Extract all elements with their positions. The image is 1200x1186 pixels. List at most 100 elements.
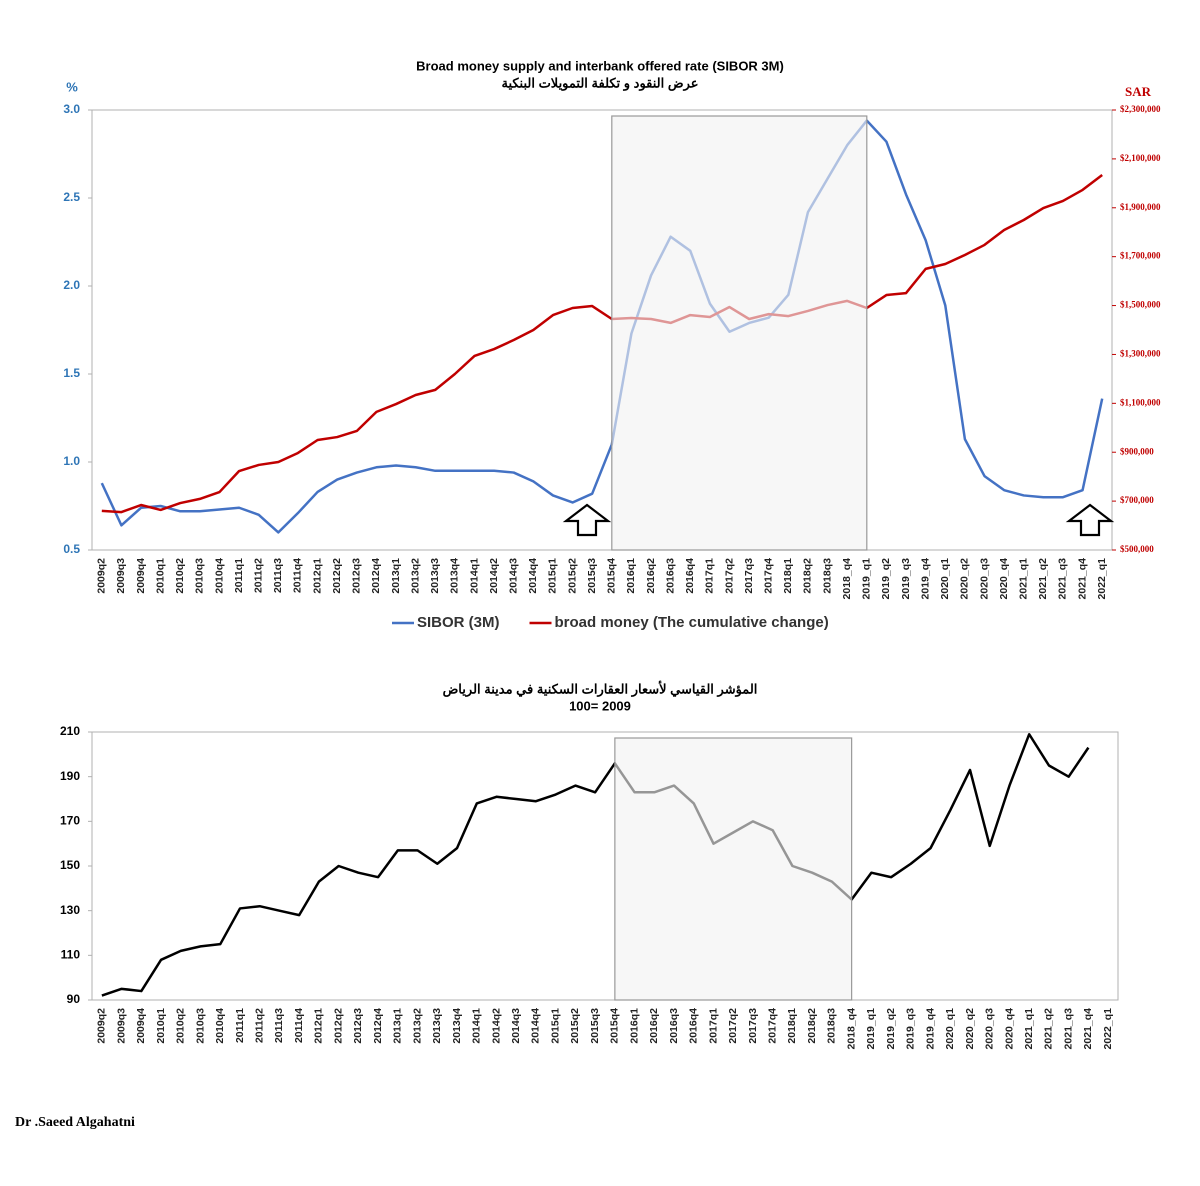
plot-frame — [91, 109, 1113, 551]
y-tick-label: 110 — [61, 948, 81, 962]
x-tick-label: 2010q2 — [174, 558, 186, 594]
x-tick-label: 2013q3 — [431, 1008, 443, 1044]
x-tick-label: 2010q3 — [194, 558, 206, 594]
x-tick-label: 2009q2 — [96, 558, 108, 594]
x-tick-label: 2020_q3 — [984, 1008, 996, 1050]
x-tick-label: 2019_q2 — [880, 558, 892, 600]
x-tick-label: 2014q4 — [527, 558, 539, 594]
y-tick-label: 3.0 — [63, 102, 80, 116]
x-tick-label: 2019_q4 — [919, 558, 931, 600]
series-line — [101, 732, 1090, 997]
series-line — [100, 119, 1104, 534]
x-tick-label: 2020_q4 — [998, 558, 1010, 600]
x-tick-label: 2016q1 — [628, 1008, 640, 1044]
x-tick-label: 2010q4 — [214, 1008, 226, 1044]
y-tick-label: 1.0 — [63, 454, 80, 468]
x-tick-label: 2013q3 — [429, 558, 441, 594]
x-tick-label: 2015q3 — [589, 1008, 601, 1044]
x-tick-label: 2021_q3 — [1057, 558, 1069, 600]
annotation-arrow — [1065, 503, 1115, 537]
x-tick-label: 2011q1 — [234, 1008, 246, 1043]
plot-frame — [91, 731, 1119, 1001]
legend-label: SIBOR (3M) — [417, 614, 500, 631]
y2-tick-label: $2,100,000 — [1120, 153, 1161, 163]
y2-tick-label: $700,000 — [1120, 495, 1154, 505]
annotation-arrow — [562, 503, 612, 537]
x-tick-label: 2015q4 — [606, 558, 618, 594]
x-tick-label: 2009q3 — [115, 558, 127, 594]
y2-tick-label: $1,900,000 — [1120, 202, 1161, 212]
x-tick-label: 2019_q1 — [865, 1008, 877, 1050]
x-tick-label: 2018_q4 — [841, 558, 853, 600]
x-tick-label: 2021_q1 — [1023, 1008, 1035, 1050]
x-tick-label: 2016q3 — [668, 1008, 680, 1044]
y-tick-label: 0.5 — [63, 542, 80, 556]
x-tick-label: 2021_q4 — [1076, 558, 1088, 600]
x-tick-label: 2013q2 — [411, 1008, 423, 1044]
x-tick-label: 2021_q2 — [1037, 558, 1049, 600]
x-tick-label: 2011q3 — [273, 1008, 285, 1043]
x-tick-label: 2011q4 — [292, 558, 304, 593]
x-tick-label: 2020_q2 — [959, 558, 971, 600]
x-tick-label: 2020_q2 — [964, 1008, 976, 1050]
x-tick-label: 2015q3 — [586, 558, 598, 594]
x-tick-label: 2018q3 — [821, 558, 833, 594]
x-tick-label: 2016q4 — [688, 1008, 700, 1044]
y-tick-label: 1.5 — [63, 366, 80, 380]
x-tick-label: 2017q3 — [743, 558, 755, 594]
shaded-period — [614, 737, 853, 1001]
x-tick-label: 2018q1 — [786, 1008, 798, 1044]
x-tick-label: 2017q4 — [766, 1008, 778, 1044]
y-tick-label: 2.5 — [63, 190, 80, 204]
y2-tick-label: $900,000 — [1120, 446, 1154, 456]
x-tick-label: 2014q1 — [471, 1008, 483, 1044]
y-tick-label: 170 — [60, 814, 80, 828]
x-tick-label: 2021_q1 — [1018, 558, 1030, 600]
x-tick-label: 2009q4 — [135, 1008, 147, 1044]
y2-tick-label: $1,700,000 — [1120, 251, 1161, 261]
x-tick-label: 2012q2 — [332, 1008, 344, 1044]
x-tick-label: 2020_q4 — [1003, 1008, 1015, 1050]
y2-tick-label: $500,000 — [1120, 544, 1154, 554]
y-tick-label: 210 — [60, 724, 80, 738]
x-tick-label: 2017q1 — [704, 558, 716, 594]
y2-tick-label: $2,300,000 — [1120, 104, 1161, 114]
x-tick-label: 2010q3 — [194, 1008, 206, 1044]
x-tick-label: 2016q2 — [648, 1008, 660, 1044]
x-tick-label: 2016q4 — [684, 558, 696, 594]
x-tick-label: 2014q4 — [530, 1008, 542, 1044]
x-tick-label: 2011q2 — [253, 558, 265, 593]
x-tick-label: 2015q2 — [569, 1008, 581, 1044]
y-axis-label: % — [66, 79, 78, 94]
x-tick-label: 2009q4 — [135, 558, 147, 594]
x-tick-label: 2014q3 — [508, 558, 520, 594]
x-tick-label: 2018_q4 — [845, 1008, 857, 1050]
x-tick-label: 2019_q1 — [861, 558, 873, 600]
y2-tick-label: $1,100,000 — [1120, 397, 1161, 407]
y-tick-label: 190 — [60, 769, 80, 783]
x-tick-label: 2020_q1 — [939, 558, 951, 600]
x-tick-label: 2014q3 — [510, 1008, 522, 1044]
shaded-period — [611, 115, 868, 551]
x-tick-label: 2018q2 — [806, 1008, 818, 1044]
x-tick-label: 2012q1 — [313, 1008, 325, 1044]
x-tick-label: 2017q4 — [763, 558, 775, 594]
x-tick-label: 2012q1 — [311, 558, 323, 594]
x-tick-label: 2012q2 — [331, 558, 343, 594]
x-tick-label: 2013q1 — [392, 1008, 404, 1044]
x-tick-label: 2010q1 — [154, 558, 166, 594]
x-tick-label: 2014q2 — [490, 1008, 502, 1044]
x-tick-label: 2019_q4 — [924, 1008, 936, 1050]
x-tick-label: 2018q3 — [826, 1008, 838, 1044]
x-tick-label: 2019_q3 — [905, 1008, 917, 1050]
x-tick-label: 2019_q3 — [900, 558, 912, 600]
x-tick-label: 2011q4 — [293, 1008, 305, 1043]
x-tick-label: 2015q4 — [609, 1008, 621, 1044]
x-tick-label: 2015q2 — [566, 558, 578, 594]
x-tick-label: 2020_q3 — [978, 558, 990, 600]
chart-title: المؤشر القياسي لأسعار العقارات السكنية ف… — [443, 680, 758, 697]
x-tick-label: 2017q2 — [727, 1008, 739, 1044]
x-tick-label: 2012q3 — [351, 558, 363, 594]
x-tick-label: 2019_q2 — [885, 1008, 897, 1050]
y2-tick-label: $1,300,000 — [1120, 349, 1161, 359]
